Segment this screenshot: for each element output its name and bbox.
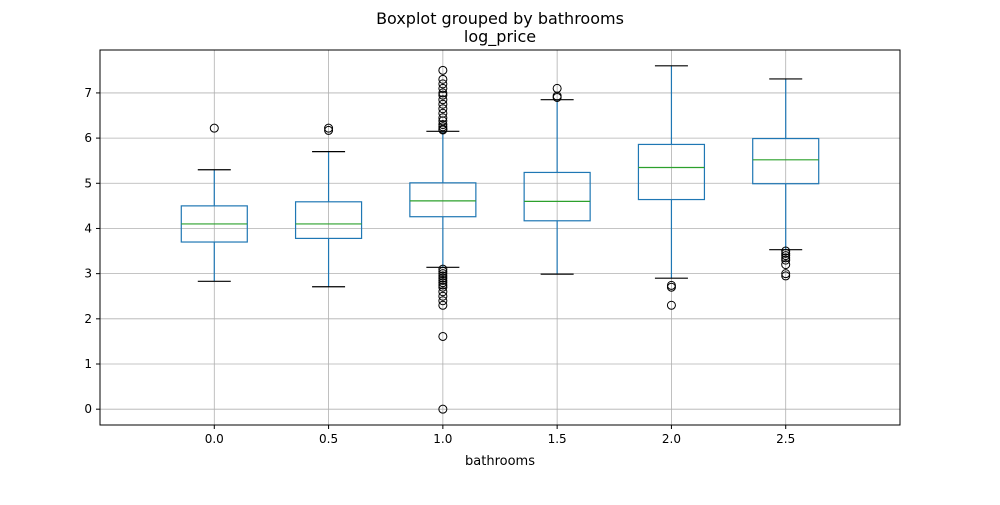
box-iqr: [523, 171, 591, 222]
outlier-point: [781, 253, 791, 263]
outlier-point: [438, 275, 448, 285]
y-tick-label: 1: [84, 357, 92, 371]
ticks: 0 1 2 3 4 5 6 7 0.0 0.5 1.0 1.5 2.0 2.5: [84, 86, 795, 446]
y-tick-label: 3: [84, 267, 92, 281]
chart-title: log_price: [464, 27, 536, 47]
outlier-point: [781, 255, 791, 265]
box-group: [752, 78, 820, 281]
x-tick-label: 2.0: [662, 432, 681, 446]
outlier-point: [781, 260, 791, 270]
outlier-point: [438, 83, 448, 93]
outlier-point: [438, 300, 448, 310]
x-axis-label: bathrooms: [465, 454, 535, 469]
outlier-point: [438, 266, 448, 276]
outlier-point: [666, 300, 676, 310]
outlier-point: [438, 113, 448, 123]
x-tick-label: 1.0: [433, 432, 452, 446]
box-iqr: [637, 143, 706, 201]
box-group: [523, 83, 591, 275]
outlier-point: [438, 282, 448, 292]
outlier-point: [438, 273, 448, 283]
outlier-point: [781, 269, 791, 279]
plot-area-frame: [99, 49, 901, 426]
outlier-point: [438, 65, 448, 75]
outlier-point: [438, 280, 448, 290]
box-iqr: [752, 137, 820, 185]
outlier-point: [438, 90, 448, 100]
outlier-point: [438, 404, 448, 414]
outlier-point: [324, 123, 334, 133]
box-group: [637, 65, 706, 310]
outlier-point: [438, 271, 448, 281]
x-tick-label: 1.5: [548, 432, 567, 446]
outlier-point: [438, 287, 448, 297]
outlier-point: [438, 120, 448, 130]
boxes: [180, 65, 820, 414]
outlier-point: [781, 248, 791, 258]
outlier-point: [781, 246, 791, 256]
y-tick-label: 7: [84, 86, 92, 100]
outlier-point: [438, 74, 448, 84]
outlier-point: [438, 331, 448, 341]
box-group: [180, 123, 248, 282]
chart-suptitle: Boxplot grouped by bathrooms: [376, 9, 624, 28]
y-tick-label: 0: [84, 402, 92, 416]
outlier-point: [438, 278, 448, 288]
outlier-point: [781, 251, 791, 261]
outlier-point: [209, 123, 219, 133]
y-tick-label: 4: [84, 221, 92, 235]
x-tick-label: 0.5: [319, 432, 338, 446]
outlier-point: [438, 264, 448, 274]
box-group: [409, 65, 477, 414]
outlier-point: [438, 95, 448, 105]
outlier-point: [438, 79, 448, 89]
x-tick-label: 0.0: [205, 432, 224, 446]
outlier-point: [666, 280, 676, 290]
outlier-point: [438, 122, 448, 132]
y-tick-label: 6: [84, 131, 92, 145]
outlier-point: [438, 99, 448, 109]
grid: [100, 50, 900, 425]
outlier-point: [781, 271, 791, 281]
y-tick-label: 2: [84, 312, 92, 326]
outlier-point: [438, 291, 448, 301]
outlier-point: [552, 83, 562, 93]
outlier-point: [438, 125, 448, 135]
outlier-point: [438, 269, 448, 279]
outlier-point: [324, 125, 334, 135]
box-iqr: [294, 201, 363, 240]
y-tick-label: 5: [84, 176, 92, 190]
box-iqr: [409, 182, 477, 218]
x-tick-label: 2.5: [776, 432, 795, 446]
box-group: [294, 123, 363, 288]
outlier-point: [438, 296, 448, 306]
outlier-point: [438, 104, 448, 114]
outlier-point: [438, 88, 448, 98]
